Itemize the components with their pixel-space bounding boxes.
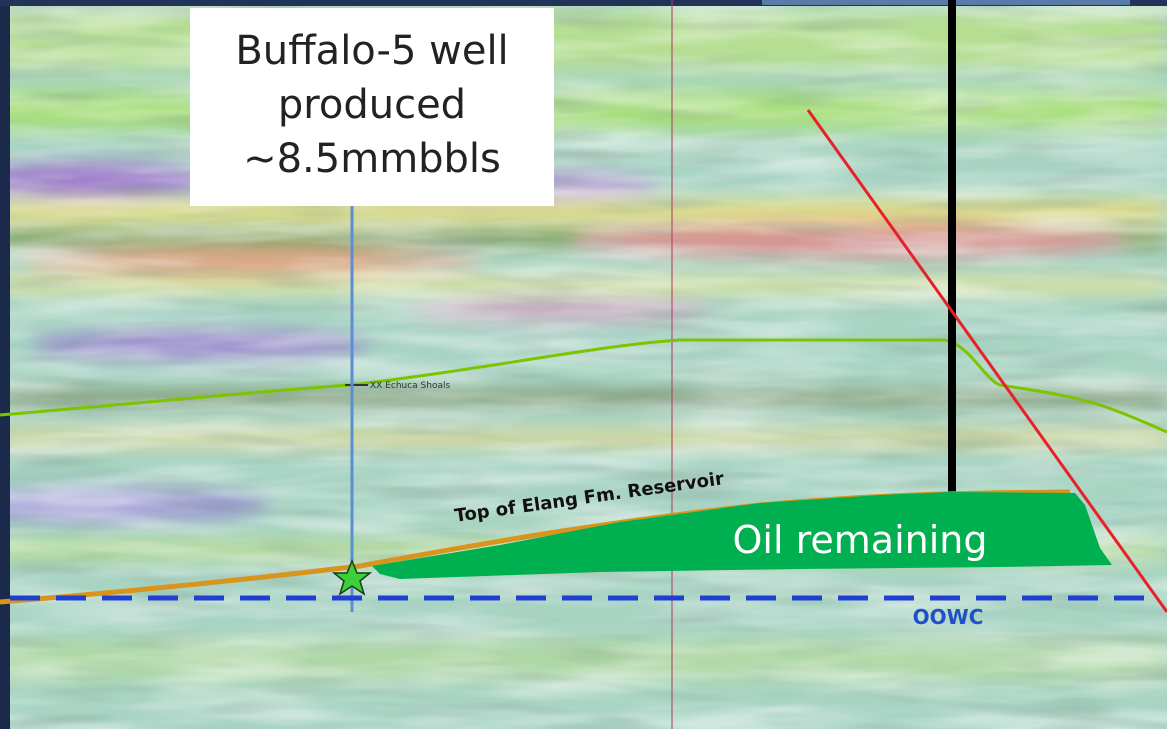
well-star	[331, 559, 373, 596]
oil-body	[372, 492, 1112, 579]
horizon-label: XX Echuca Shoals	[370, 381, 450, 391]
callout-line: ~8.5mmbbls	[243, 136, 501, 182]
callout-line: produced	[278, 82, 466, 128]
oowc-label: OOWC	[913, 605, 984, 629]
callout-text: Buffalo-5 well produced ~8.5mmbbls	[235, 28, 508, 182]
horizon-line	[0, 338, 1167, 434]
callout-line: Buffalo-5 well	[235, 28, 508, 74]
oil-label: Oil remaining	[733, 518, 988, 562]
callout-box	[190, 8, 554, 206]
fault-line	[806, 109, 1167, 613]
